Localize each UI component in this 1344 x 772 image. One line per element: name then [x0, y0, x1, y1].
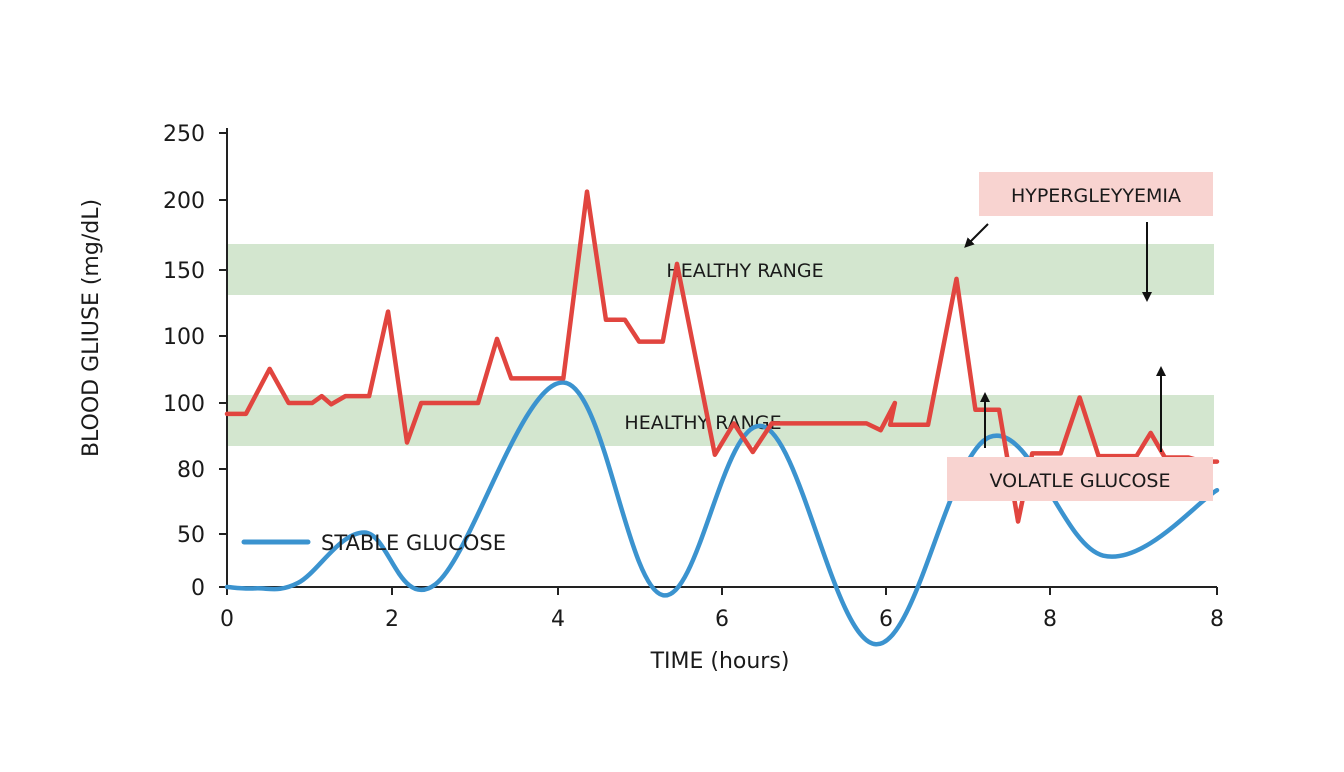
- volatile-glucose-line: [224, 189, 1220, 524]
- x-tick-label: 4: [551, 607, 565, 632]
- annotation-arrow-1: [964, 223, 989, 248]
- x-axis-title: TIME (hours): [650, 649, 790, 674]
- y-tick-label: 200: [163, 189, 205, 214]
- y-tick-label: 80: [177, 458, 205, 483]
- healthy-range-label-2: HEALTHY RANGE: [624, 412, 781, 434]
- x-tick-label: 0: [220, 607, 234, 632]
- healthy-range-label-1: HEALTHY RANGE: [666, 260, 823, 282]
- annotation-text-1: HYPERGLEYYEMIA: [1011, 185, 1181, 207]
- y-tick-label: 100: [163, 392, 205, 417]
- x-tick-label: 8: [1210, 607, 1224, 632]
- y-tick-label: 50: [177, 523, 205, 548]
- x-tick-label: 2: [385, 607, 399, 632]
- healthy-range-band-2: [227, 395, 1214, 446]
- legend-label-stable: STABLE GLUCOSE: [321, 531, 506, 555]
- y-tick-label: 100: [163, 325, 205, 350]
- annotation-box-1: [979, 172, 1213, 216]
- y-tick-label: 0: [191, 576, 205, 601]
- annotation-text-2: VOLATLE GLUCOSE: [990, 470, 1171, 492]
- annotation-box-2: [947, 457, 1213, 501]
- x-tick-label: 6: [879, 607, 893, 632]
- x-tick-label: 8: [1043, 607, 1057, 632]
- y-tick-label: 150: [163, 259, 205, 284]
- x-tick-label: 6: [715, 607, 729, 632]
- healthy-range-band-1: [227, 244, 1214, 295]
- y-axis-title: BLOOD GLIUSE (mg/dL): [79, 199, 104, 457]
- y-tick-label: 250: [163, 122, 205, 147]
